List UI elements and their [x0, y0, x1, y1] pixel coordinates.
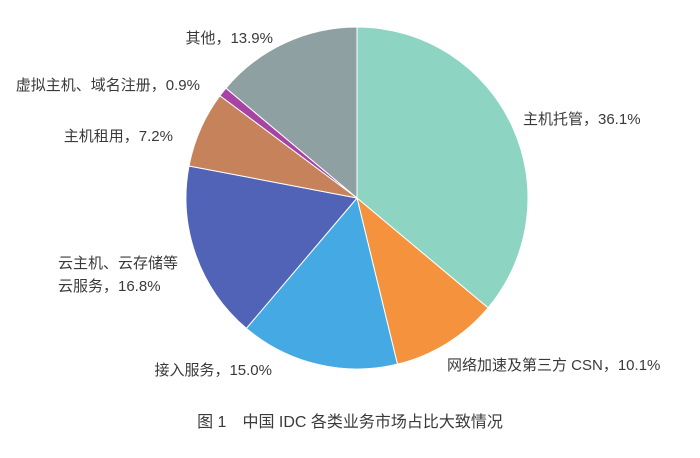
pie-slice-3 — [245, 196, 399, 370]
pie-slice-1 — [356, 26, 529, 309]
slice-label-cdn-third-party: 网络加速及第三方 CSN，10.1% — [447, 357, 661, 374]
slice-label-other: 其他，13.9% — [185, 30, 273, 47]
slice-label-host-colocation: 主机托管，36.1% — [523, 111, 641, 128]
pie-slice-4 — [185, 165, 358, 330]
pie-slice-2 — [356, 196, 489, 365]
pie-slices-group — [185, 26, 529, 370]
slice-label-host-rental: 主机租用，7.2% — [63, 128, 173, 145]
pie-slice-7 — [225, 26, 358, 200]
figure-caption: 图 1 中国 IDC 各类业务市场占比大致情况 — [197, 414, 503, 431]
slice-label-virtual-host-domain: 虚拟主机、域名注册，0.9% — [15, 77, 200, 94]
slice-label-access-service: 接入服务，15.0% — [154, 362, 272, 379]
slice-label-cloud-service: 云主机、云存储等 云服务，16.8% — [58, 255, 179, 295]
